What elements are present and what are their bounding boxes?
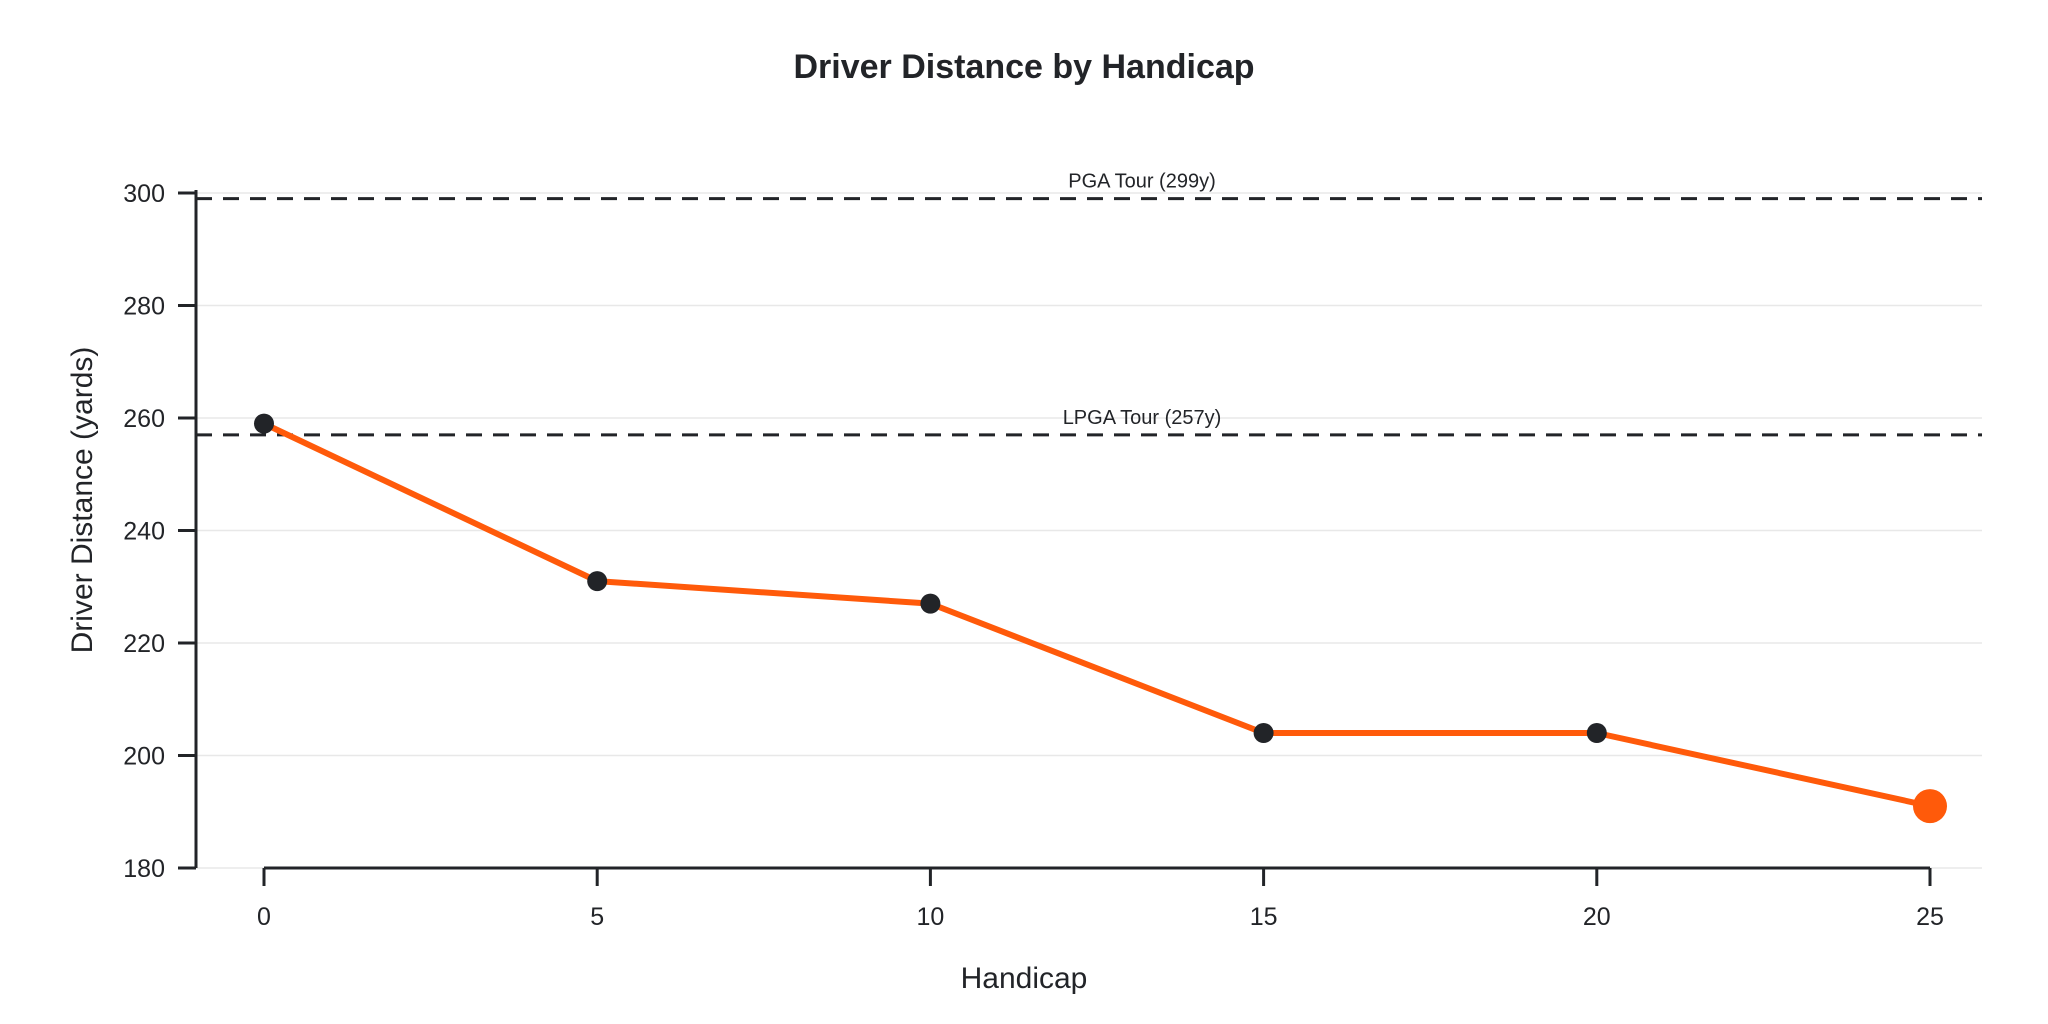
highlighted-data-point — [1913, 789, 1947, 824]
reference-line-label: LPGA Tour (257y) — [1063, 407, 1222, 429]
x-tick-label: 5 — [590, 903, 604, 931]
data-point — [254, 413, 274, 434]
y-tick-label: 180 — [123, 855, 165, 883]
series-line — [261, 420, 1933, 810]
y-tick-label: 260 — [123, 405, 165, 433]
gridlines — [196, 192, 1982, 869]
x-axis-label: Handicap — [961, 962, 1088, 995]
x-tick-label: 10 — [916, 903, 944, 931]
y-tick-label: 240 — [123, 518, 165, 546]
data-point — [587, 571, 608, 592]
y-axis-label: Driver Distance (yards) — [66, 347, 99, 654]
x-tick-label: 25 — [1916, 903, 1944, 931]
y-tick-label: 200 — [123, 743, 165, 771]
reference-line-label: PGA Tour (299y) — [1068, 171, 1215, 193]
axes — [194, 190, 1930, 870]
data-series — [254, 413, 1947, 824]
data-point — [920, 593, 941, 614]
y-axis-ticks: 180 200 220 240 260 280 300 — [123, 180, 196, 883]
data-point — [1586, 723, 1607, 743]
y-tick-label: 220 — [123, 630, 165, 658]
x-tick-label: 0 — [257, 903, 271, 931]
y-tick-label: 280 — [123, 293, 165, 321]
x-tick-label: 15 — [1250, 903, 1278, 931]
x-axis-ticks: 0 5 10 15 20 25 — [257, 868, 1944, 931]
x-tick-label: 20 — [1583, 903, 1611, 931]
reference-lines: PGA Tour (299y) LPGA Tour (257y) — [196, 171, 1982, 437]
data-point — [1253, 723, 1274, 743]
y-tick-label: 300 — [123, 180, 165, 208]
chart-title: Driver Distance by Handicap — [793, 48, 1254, 86]
